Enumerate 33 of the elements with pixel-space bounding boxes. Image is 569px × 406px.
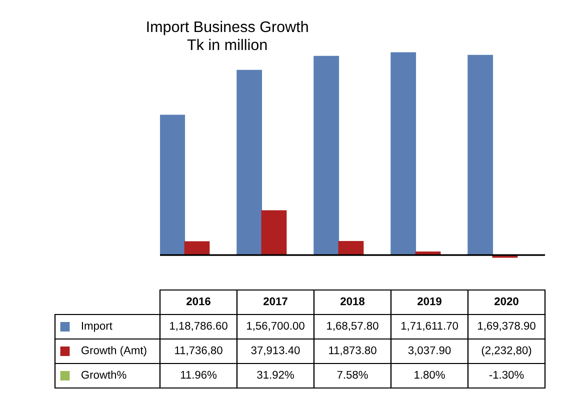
legend-label: Growth (Amt)	[81, 346, 146, 356]
data-label: (2,232,80)	[482, 346, 532, 356]
data-label: 11,873.80	[329, 346, 376, 356]
legend-label: Growth%	[81, 370, 126, 379]
data-label: 7.58%	[337, 370, 368, 379]
data-label: 1,69,378.90	[478, 322, 536, 332]
bar	[468, 54, 494, 256]
chart-subtitle: Tk in million	[187, 38, 267, 50]
x-tick-label: 2020	[494, 297, 518, 306]
x-tick-label: 2017	[264, 297, 288, 306]
data-label: 37,913.40	[251, 346, 300, 356]
data-label: 3,037.90	[408, 346, 451, 356]
bar	[338, 241, 364, 256]
x-tick-label: 2018	[340, 297, 365, 306]
bar	[184, 241, 210, 256]
chart-title: Import Business Growth	[147, 20, 308, 36]
data-label: 1,56,700.00	[247, 322, 304, 332]
bar	[236, 70, 262, 256]
data-label: 31.92%	[257, 370, 294, 379]
data-label: -1.30%	[489, 370, 524, 379]
data-label: 11.96%	[180, 370, 217, 379]
bar	[160, 114, 186, 256]
data-label: 1,18,786.60	[170, 322, 228, 332]
legend-label: Import	[82, 322, 112, 332]
bar	[314, 56, 340, 256]
x-tick-label: 2019	[418, 297, 442, 306]
data-label: 1,71,611.70	[401, 322, 458, 332]
data-label: 11,736,80	[175, 346, 222, 356]
bar	[390, 52, 416, 256]
x-tick-label: 2016	[186, 297, 210, 306]
data-label: 1.80%	[414, 370, 445, 379]
data-label: 1,68,57.80	[327, 322, 378, 332]
bar	[261, 210, 287, 256]
